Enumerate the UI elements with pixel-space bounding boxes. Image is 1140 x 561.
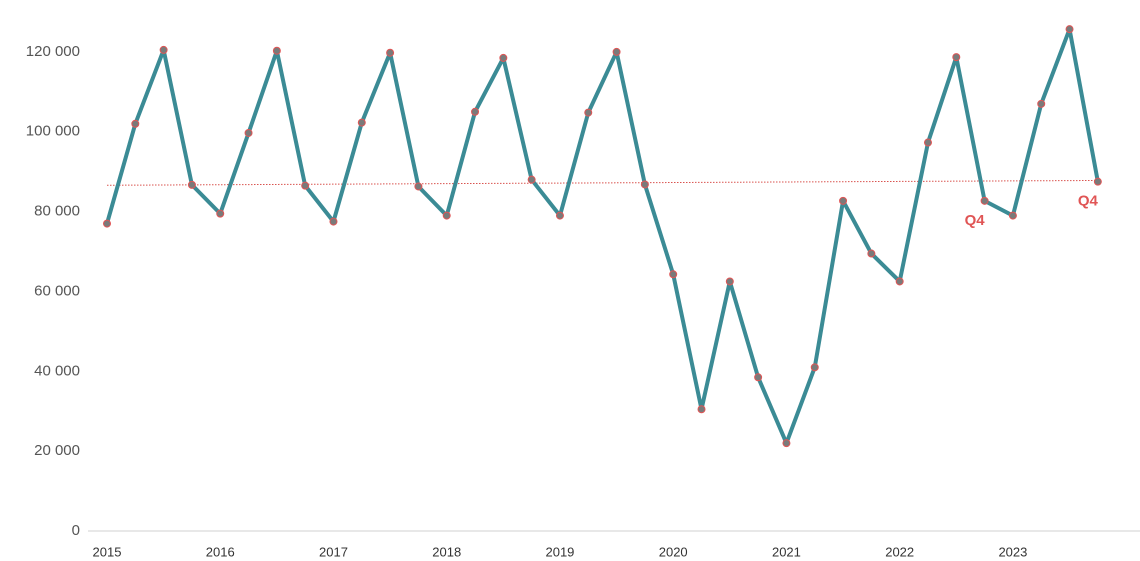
data-point xyxy=(159,45,168,54)
data-point xyxy=(386,48,395,57)
data-point xyxy=(244,128,253,137)
y-tick-label: 60 000 xyxy=(34,282,80,299)
y-tick-label: 80 000 xyxy=(34,203,80,220)
y-tick-label: 120 000 xyxy=(26,43,80,60)
data-point xyxy=(471,107,480,116)
x-tick-label: 2021 xyxy=(772,544,801,559)
x-tick-label: 2016 xyxy=(206,544,235,559)
y-tick-label: 20 000 xyxy=(34,442,80,459)
data-point xyxy=(640,180,649,189)
data-line xyxy=(105,27,1100,446)
data-point xyxy=(357,118,366,127)
data-point xyxy=(555,211,564,220)
data-point xyxy=(216,209,225,218)
data-point xyxy=(839,196,848,205)
data-point xyxy=(1065,25,1074,34)
data-point xyxy=(272,46,281,55)
x-tick-label: 2015 xyxy=(93,544,122,559)
data-point xyxy=(697,405,706,414)
x-tick-label: 2023 xyxy=(998,544,1027,559)
x-tick-label: 2019 xyxy=(545,544,574,559)
data-point xyxy=(499,53,508,62)
data-point xyxy=(952,53,961,62)
data-point xyxy=(131,119,140,128)
data-point xyxy=(414,182,423,191)
x-tick-label: 2017 xyxy=(319,544,348,559)
data-point xyxy=(1008,211,1017,220)
x-tick-label: 2020 xyxy=(659,544,688,559)
data-point xyxy=(669,270,678,279)
data-point xyxy=(584,108,593,117)
data-point xyxy=(612,47,621,56)
y-tick-label: 40 000 xyxy=(34,362,80,379)
data-point xyxy=(725,277,734,286)
data-point xyxy=(187,180,196,189)
y-tick-label: 100 000 xyxy=(26,123,80,140)
data-point xyxy=(810,363,819,372)
data-point xyxy=(754,373,763,382)
data-point xyxy=(782,439,791,448)
data-point xyxy=(923,138,932,147)
data-point xyxy=(527,175,536,184)
y-tick-label: 0 xyxy=(72,522,80,539)
data-point xyxy=(103,219,111,228)
data-point xyxy=(442,211,451,220)
data-point xyxy=(867,249,876,258)
data-point xyxy=(895,277,904,286)
trend-line xyxy=(106,179,1098,186)
data-point xyxy=(980,196,989,205)
annotation: Q4 xyxy=(1078,193,1099,210)
data-point xyxy=(329,217,338,226)
x-tick-label: 2018 xyxy=(432,544,461,559)
x-tick-label: 2022 xyxy=(885,544,914,559)
data-point xyxy=(301,181,310,190)
data-point xyxy=(1037,99,1046,108)
data-point xyxy=(1093,177,1102,186)
annotation: Q4 xyxy=(965,212,986,229)
